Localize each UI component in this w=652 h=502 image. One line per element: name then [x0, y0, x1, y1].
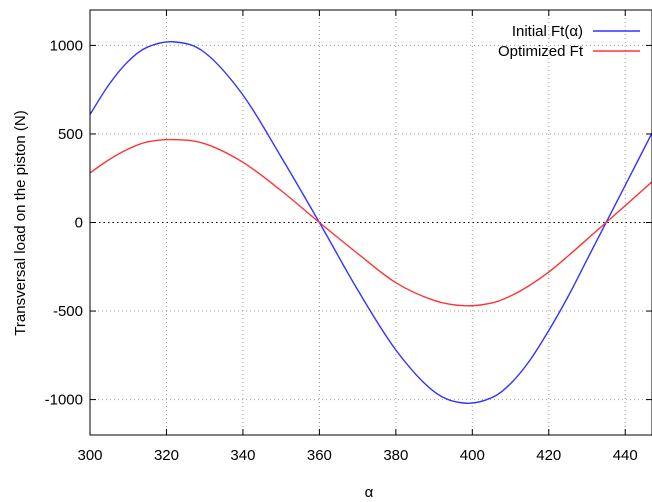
y-tick-label: 1000 — [50, 37, 83, 54]
y-tick-label: 0 — [75, 215, 83, 232]
x-tick-label: 380 — [383, 447, 408, 464]
x-tick-label: 320 — [154, 447, 179, 464]
series-line-1 — [89, 41, 652, 405]
legend-label-2: Optimized Ft — [498, 43, 584, 60]
y-tick-label: 500 — [58, 126, 83, 143]
x-tick-label: 300 — [77, 447, 102, 464]
series-line-2 — [89, 138, 652, 307]
x-tick-label: 340 — [230, 447, 255, 464]
series-layer — [89, 41, 652, 405]
legend: Initial Ft(α) Optimized Ft — [498, 23, 640, 60]
y-axis-title: Transversal load on the piston (N) — [12, 110, 29, 335]
axis-layer: -1000 -500 0 500 1000 300 320 340 360 380 400 420 44… — [45, 9, 652, 464]
plot-border — [89, 9, 652, 436]
x-tick-label: 420 — [536, 447, 561, 464]
y-tick-label: -1000 — [45, 392, 83, 409]
x-tick-label: 400 — [460, 447, 485, 464]
x-tick-label: 360 — [307, 447, 332, 464]
legend-label-1: Initial Ft(α) — [512, 23, 583, 40]
y-tick-label: -500 — [53, 303, 83, 320]
x-tick-label: 440 — [613, 447, 638, 464]
x-axis-title: α — [365, 484, 374, 501]
